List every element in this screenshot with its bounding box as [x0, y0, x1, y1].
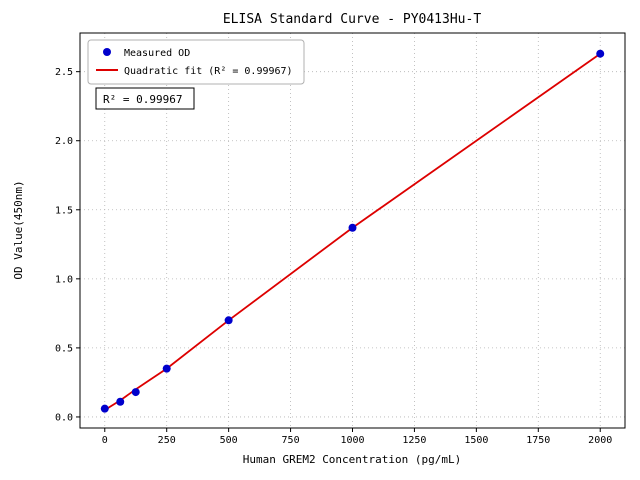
y-axis-label: OD Value(450nm): [12, 180, 25, 279]
x-tick-label: 2000: [588, 435, 612, 446]
r-squared-annotation-text: R² = 0.99967: [103, 93, 182, 106]
r-squared-annotation-frame: [95, 87, 195, 110]
y-tick-label: 1.5: [55, 205, 73, 216]
y-tick-label: 2.0: [55, 136, 73, 147]
data-point: [116, 397, 125, 406]
y-tick-label: 2.5: [55, 67, 73, 78]
x-axis-label: Human GREM2 Concentration (pg/mL): [243, 453, 462, 466]
data-point: [348, 223, 357, 232]
chart-title: ELISA Standard Curve - PY0413Hu-T: [223, 12, 481, 27]
legend-label-quadratic-fit: Quadratic fit (R² = 0.99967): [124, 66, 293, 77]
x-tick-label: 500: [220, 435, 238, 446]
y-tick-label: 0.0: [55, 412, 73, 423]
data-point: [162, 364, 171, 373]
legend-label-measured-od: Measured OD: [124, 48, 190, 59]
plot-area: 0 250 500 750 1000 1250 1500 1750 2000 0.0 0.5 1.0 1…: [55, 32, 626, 446]
data-point: [131, 388, 140, 397]
y-tick-label: 1.0: [55, 274, 73, 285]
x-tick-label: 750: [282, 435, 300, 446]
y-tick-label: 0.5: [55, 343, 73, 354]
legend-marker-measured-od-icon: [103, 48, 111, 56]
x-tick-label: 0: [102, 435, 108, 446]
legend-frame: [87, 39, 305, 85]
x-tick-label: 250: [158, 435, 176, 446]
data-point: [100, 404, 109, 413]
x-tick-label: 1750: [526, 435, 550, 446]
data-point: [224, 316, 233, 325]
r-squared-annotation: R² = 0.99967: [95, 87, 195, 110]
x-tick-label: 1250: [402, 435, 426, 446]
legend: Measured OD Quadratic fit (R² = 0.99967): [87, 39, 305, 85]
data-point: [596, 49, 605, 58]
x-tick-label: 1500: [464, 435, 488, 446]
x-tick-label: 1000: [340, 435, 364, 446]
